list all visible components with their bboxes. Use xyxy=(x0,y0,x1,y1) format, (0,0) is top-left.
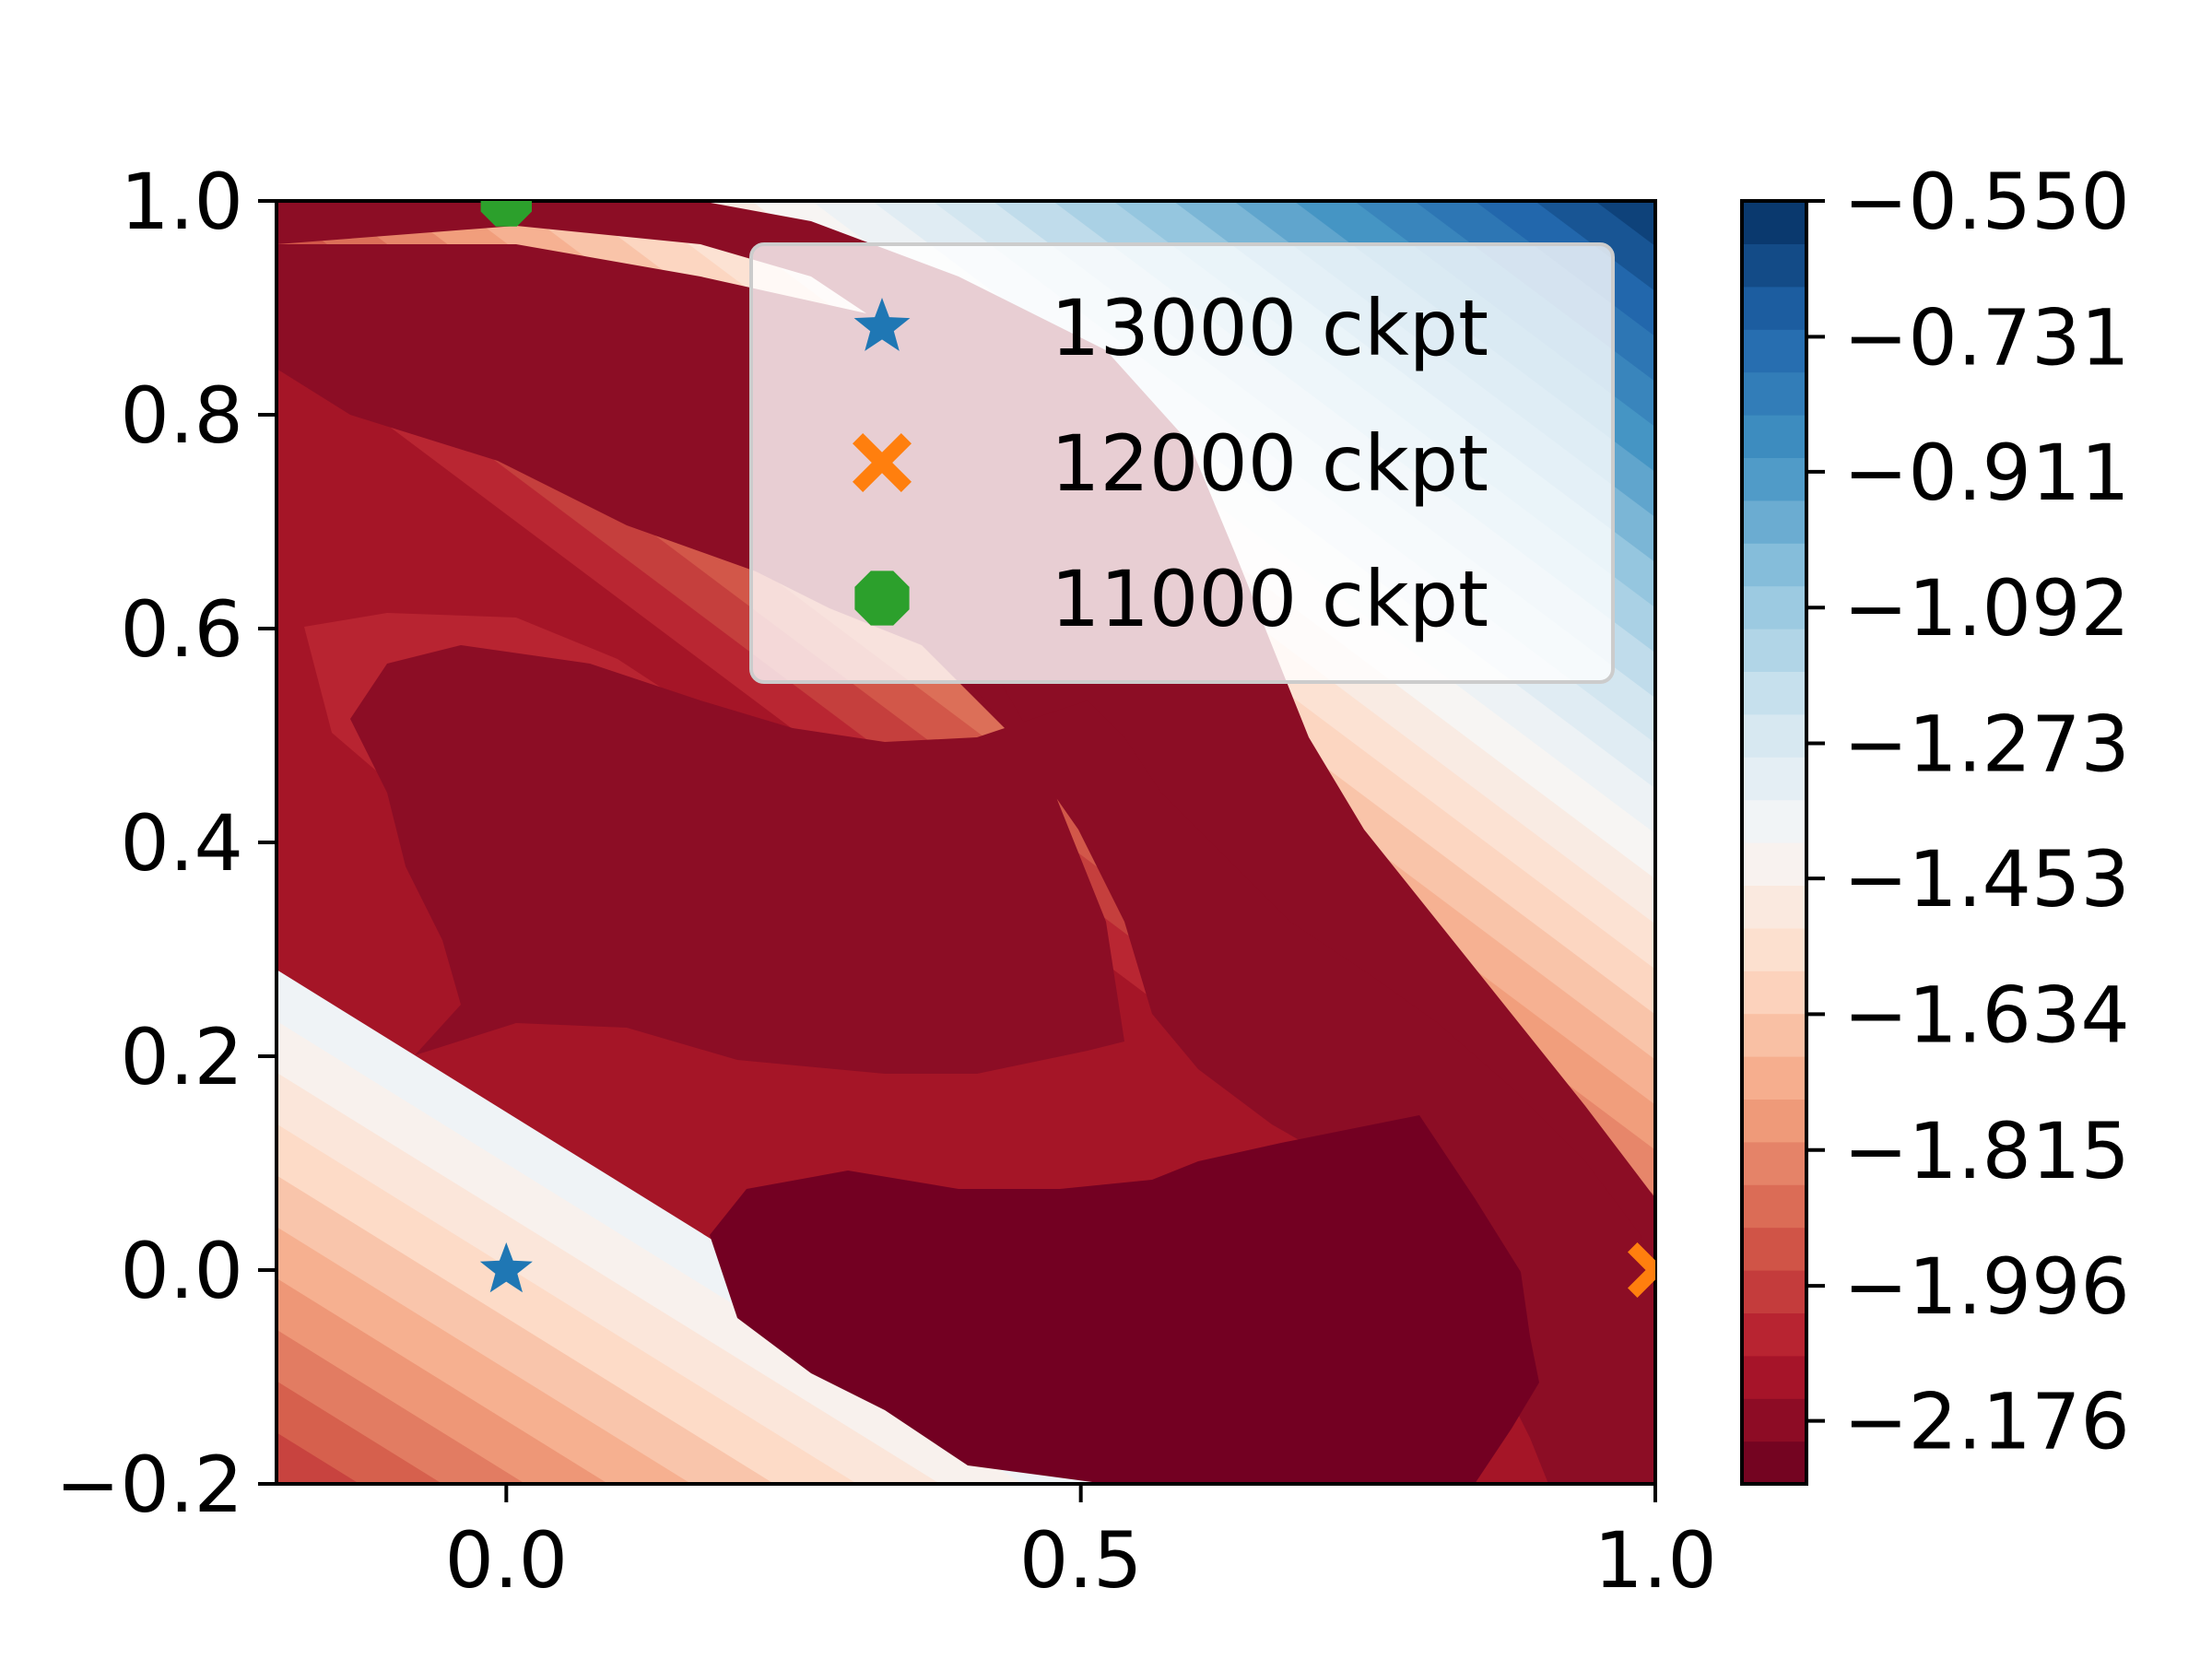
colorbar-level xyxy=(1742,885,1806,929)
x-tick-label: 0.5 xyxy=(1019,1515,1143,1606)
colorbar-level xyxy=(1742,457,1806,501)
y-tick-label: 1.0 xyxy=(120,157,243,247)
colorbar-level xyxy=(1742,1056,1806,1100)
colorbar-tick-label: −1.634 xyxy=(1843,970,2130,1060)
x-tick-label: 0.0 xyxy=(445,1515,569,1606)
colorbar-tick-label: −0.911 xyxy=(1843,428,2130,518)
colorbar-level xyxy=(1742,500,1806,544)
colorbar-level xyxy=(1742,543,1806,587)
contour-region-darkest xyxy=(710,1115,1539,1484)
marker-x-filled xyxy=(1628,1242,1655,1298)
contour-band-upper-right xyxy=(1594,201,1655,247)
colorbar: −0.550 −0.731 −0.911 −1.092 −1.273 −1.453 −1.6… xyxy=(1740,157,2130,1486)
colorbar-level xyxy=(1742,629,1806,672)
x-tick-label: 1.0 xyxy=(1594,1515,1717,1606)
contour-region-dark-upper xyxy=(276,201,1655,1484)
colorbar-level xyxy=(1742,1099,1806,1143)
colorbar-level xyxy=(1742,1312,1806,1357)
colorbar-level xyxy=(1742,585,1806,629)
marker-x-filled-legend-swatch xyxy=(853,433,912,492)
legend-entry-label: 12000 ckpt xyxy=(1051,418,1488,509)
y-tick-label: 0.6 xyxy=(120,584,243,675)
colorbar-level xyxy=(1742,329,1806,373)
colorbar-frame xyxy=(1740,199,1808,1486)
colorbar-level xyxy=(1742,1184,1806,1229)
colorbar-level xyxy=(1742,971,1806,1015)
colorbar-level xyxy=(1742,286,1806,330)
colorbar-level xyxy=(1742,371,1806,416)
y-tick-label: 0.0 xyxy=(120,1226,243,1316)
colorbar-level xyxy=(1742,415,1806,458)
colorbar-level xyxy=(1742,757,1806,801)
marker-octagon-legend-swatch xyxy=(854,571,910,626)
marker-star xyxy=(479,1242,533,1293)
colorbar-level xyxy=(1742,1441,1806,1485)
colorbar-level xyxy=(1742,1227,1806,1271)
y-tick-label: 0.4 xyxy=(120,798,243,888)
colorbar-level xyxy=(1742,713,1806,758)
colorbar-level xyxy=(1742,243,1806,288)
colorbar-level xyxy=(1742,1270,1806,1313)
colorbar-level xyxy=(1742,1141,1806,1185)
y-tick-label: −0.2 xyxy=(55,1440,243,1530)
colorbar-tick-label: −1.453 xyxy=(1843,834,2130,924)
y-tick-label: 0.2 xyxy=(120,1012,243,1102)
colorbar-level xyxy=(1742,1013,1806,1057)
colorbar-level xyxy=(1742,927,1806,971)
contour-region-dark-lower xyxy=(350,645,1655,1484)
colorbar-level xyxy=(1742,201,1806,244)
y-axis: −0.2 0.0 0.2 0.4 0.6 0.8 1.0 xyxy=(55,157,276,1530)
colorbar-tick-label: −0.731 xyxy=(1843,292,2130,382)
colorbar-tick-label: −2.176 xyxy=(1843,1377,2130,1467)
colorbar-level xyxy=(1742,1355,1806,1399)
colorbar-tick-label: −1.273 xyxy=(1843,700,2130,790)
legend: 13000 ckpt 12000 ckpt 11000 ckpt xyxy=(749,242,1615,684)
colorbar-level xyxy=(1742,842,1806,886)
contour-band-lower-left xyxy=(276,1432,359,1484)
colorbar-level xyxy=(1742,1398,1806,1442)
colorbar-tick-label: −0.550 xyxy=(1843,157,2130,247)
x-axis: 0.0 0.5 1.0 xyxy=(445,1484,1717,1606)
marker-layer xyxy=(479,201,1655,1298)
colorbar-tick-label: −1.996 xyxy=(1843,1241,2130,1332)
colorbar-tick-label: −1.092 xyxy=(1843,563,2130,653)
legend-entry-label: 11000 ckpt xyxy=(1051,554,1488,644)
marker-star-legend-swatch xyxy=(853,298,911,351)
legend-box xyxy=(749,242,1615,684)
colorbar-level xyxy=(1742,671,1806,715)
colorbar-level xyxy=(1742,799,1806,843)
y-tick-label: 0.8 xyxy=(120,371,243,461)
marker-octagon xyxy=(480,201,532,227)
legend-entry-label: 13000 ckpt xyxy=(1051,283,1488,373)
colorbar-tick-label: −1.815 xyxy=(1843,1106,2130,1196)
